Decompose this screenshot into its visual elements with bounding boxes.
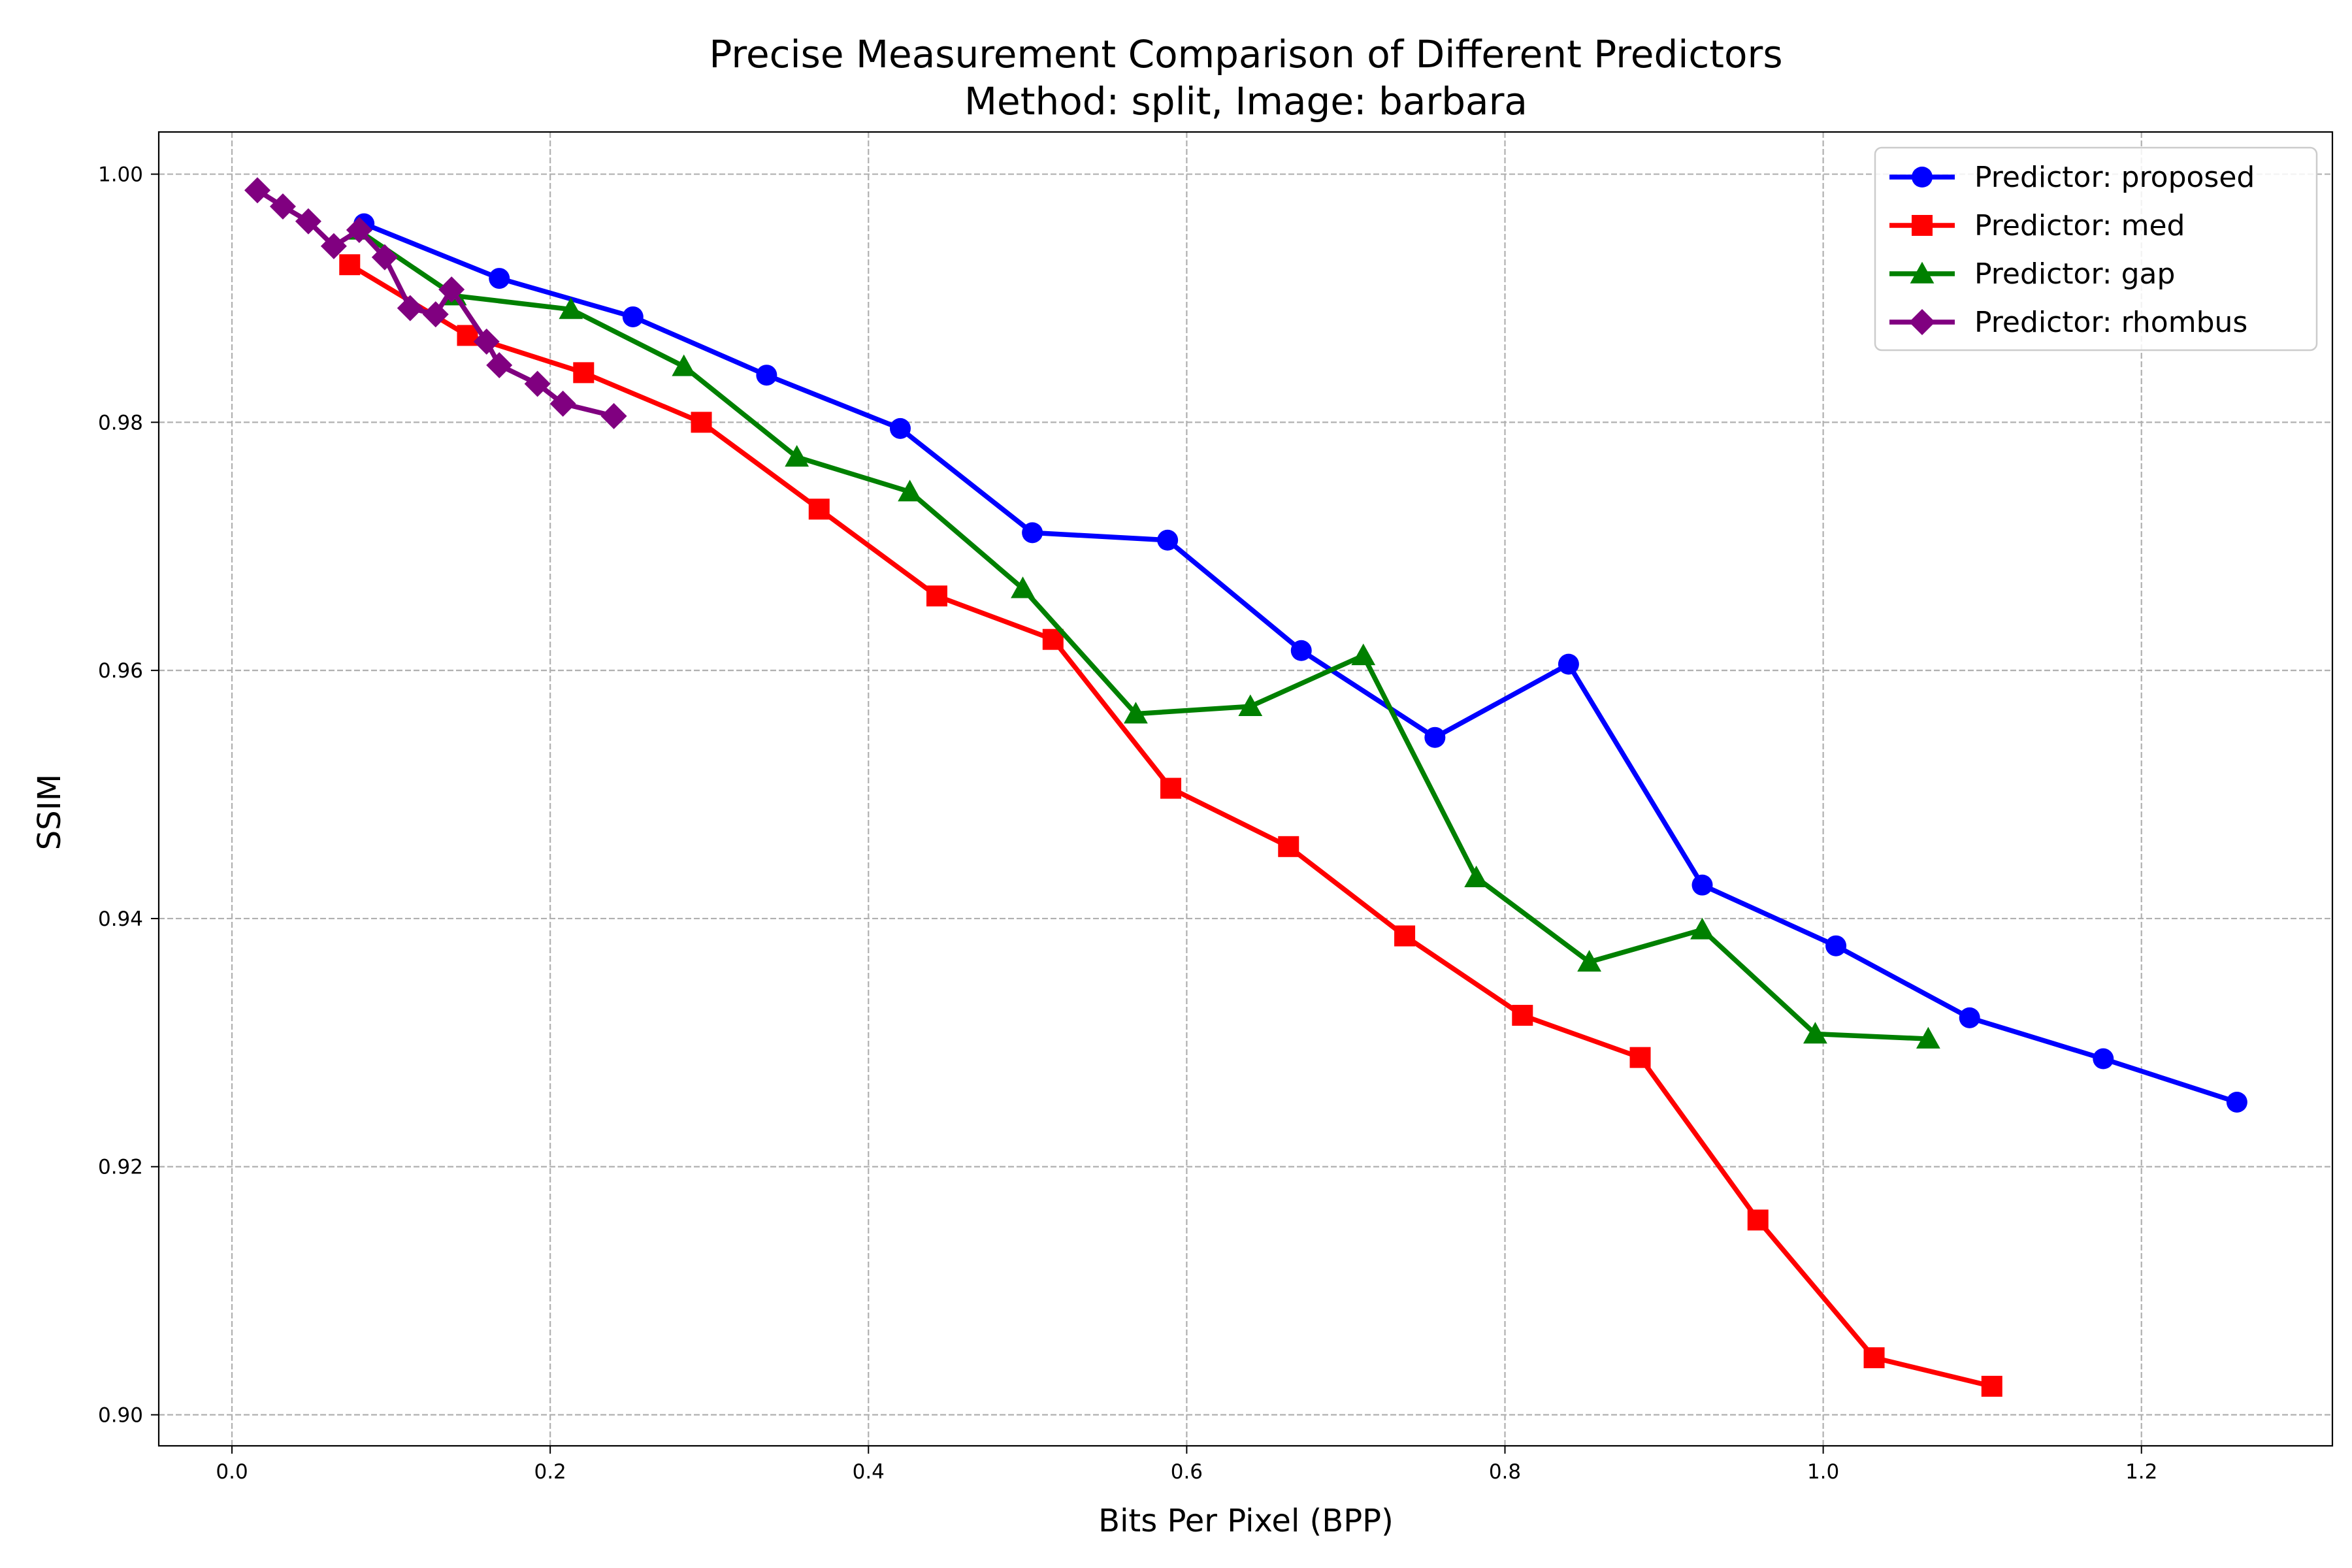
data-point <box>1512 1005 1533 1026</box>
data-point <box>473 328 500 355</box>
axes: 0.0 0.2 0.4 0.6 0.8 1.0 1.2 0.90 0.92 0.94 0.96 0.9… <box>98 131 2334 1484</box>
chart-title: Precise Measurement Comparison of Differ… <box>709 32 1782 76</box>
plot-series <box>244 177 2247 1397</box>
data-point <box>756 365 777 386</box>
legend-marker <box>1912 167 1933 188</box>
y-tick-label: 0.96 <box>98 659 143 683</box>
x-tick-label: 1.2 <box>2125 1460 2157 1484</box>
data-point <box>672 354 696 376</box>
series-diamond <box>244 177 627 429</box>
data-point <box>269 193 296 220</box>
series-triangle <box>346 218 1940 1049</box>
y-axis-label: SSIM <box>31 774 68 851</box>
data-point <box>600 402 627 429</box>
y-tick-label: 0.94 <box>98 907 143 931</box>
data-point <box>1160 777 1182 799</box>
x-axis-label: Bits Per Pixel (BPP) <box>1098 1503 1394 1539</box>
chart-subtitle: Method: split, Image: barbara <box>964 79 1527 123</box>
data-point <box>1803 1022 1827 1044</box>
data-point <box>244 177 271 204</box>
legend-entry: Predictor: gap <box>1889 257 2175 291</box>
legend-entry: Predictor: med <box>1889 209 2185 242</box>
y-tick-label: 0.90 <box>98 1404 143 1428</box>
data-point <box>1691 874 1713 896</box>
data-point <box>898 480 922 502</box>
x-tick-label: 0.2 <box>534 1460 566 1484</box>
data-point <box>1157 529 1179 551</box>
series-circle <box>353 213 2247 1113</box>
data-point <box>549 390 576 417</box>
data-point <box>422 301 449 328</box>
plot-frame <box>157 131 2334 1447</box>
data-point <box>1690 917 1714 939</box>
y-tick-label: 0.98 <box>98 411 143 434</box>
data-point <box>489 268 510 289</box>
data-point <box>1981 1375 2002 1397</box>
data-point <box>371 244 398 270</box>
x-tick-label: 0.8 <box>1489 1460 1521 1484</box>
data-point <box>622 306 644 327</box>
x-tick-label: 0.4 <box>853 1460 885 1484</box>
data-point <box>2226 1091 2247 1113</box>
legend: Predictor: proposed Predictor: med Predict… <box>1874 146 2318 351</box>
data-point <box>1747 1209 1769 1231</box>
legend-marker <box>1912 215 1933 236</box>
data-point <box>2093 1048 2114 1070</box>
data-point <box>1825 935 1847 956</box>
data-point <box>1351 643 1376 666</box>
data-point <box>438 276 465 303</box>
legend-marker <box>1909 309 1935 335</box>
legend-label: Predictor: med <box>1974 209 2185 242</box>
data-point <box>573 362 595 384</box>
data-point <box>785 445 809 467</box>
data-point <box>559 297 583 319</box>
data-point <box>1863 1347 1885 1369</box>
data-point <box>346 217 372 244</box>
data-point <box>1238 694 1263 716</box>
y-tick-label: 0.92 <box>98 1156 143 1179</box>
series-square <box>339 254 2002 1397</box>
data-point <box>691 412 712 433</box>
data-point <box>1290 640 1312 661</box>
legend-box <box>1874 146 2318 351</box>
grid-lines <box>159 132 2332 1446</box>
data-point <box>339 254 361 276</box>
x-tick-label: 1.0 <box>1807 1460 1839 1484</box>
data-point <box>1959 1007 1980 1028</box>
legend-entry: Predictor: rhombus <box>1889 306 2247 339</box>
x-tick-label: 0.6 <box>1171 1460 1203 1484</box>
data-point <box>486 352 513 379</box>
data-point <box>926 585 947 607</box>
legend-marker <box>1910 261 1935 284</box>
data-point <box>1278 836 1299 857</box>
legend-label: Predictor: rhombus <box>1974 306 2247 339</box>
data-point <box>1464 865 1489 887</box>
data-point <box>808 498 830 520</box>
data-point <box>1916 1026 1940 1049</box>
legend-label: Predictor: gap <box>1974 257 2175 291</box>
data-point <box>1558 653 1579 675</box>
data-point <box>524 370 551 397</box>
data-point <box>1022 522 1043 544</box>
y-tick-label: 1.00 <box>98 163 143 187</box>
x-tick-label: 0.0 <box>216 1460 248 1484</box>
legend-label: Predictor: proposed <box>1974 161 2255 194</box>
data-point <box>1011 576 1035 598</box>
data-point <box>1424 727 1446 748</box>
legend-entry: Predictor: proposed <box>1889 161 2255 194</box>
data-point <box>1577 950 1601 972</box>
data-point <box>1394 925 1416 947</box>
data-point <box>1124 702 1148 724</box>
data-point <box>1629 1047 1651 1068</box>
data-point <box>295 208 321 235</box>
data-point <box>889 417 911 439</box>
data-point <box>320 233 347 259</box>
data-point <box>397 295 423 321</box>
